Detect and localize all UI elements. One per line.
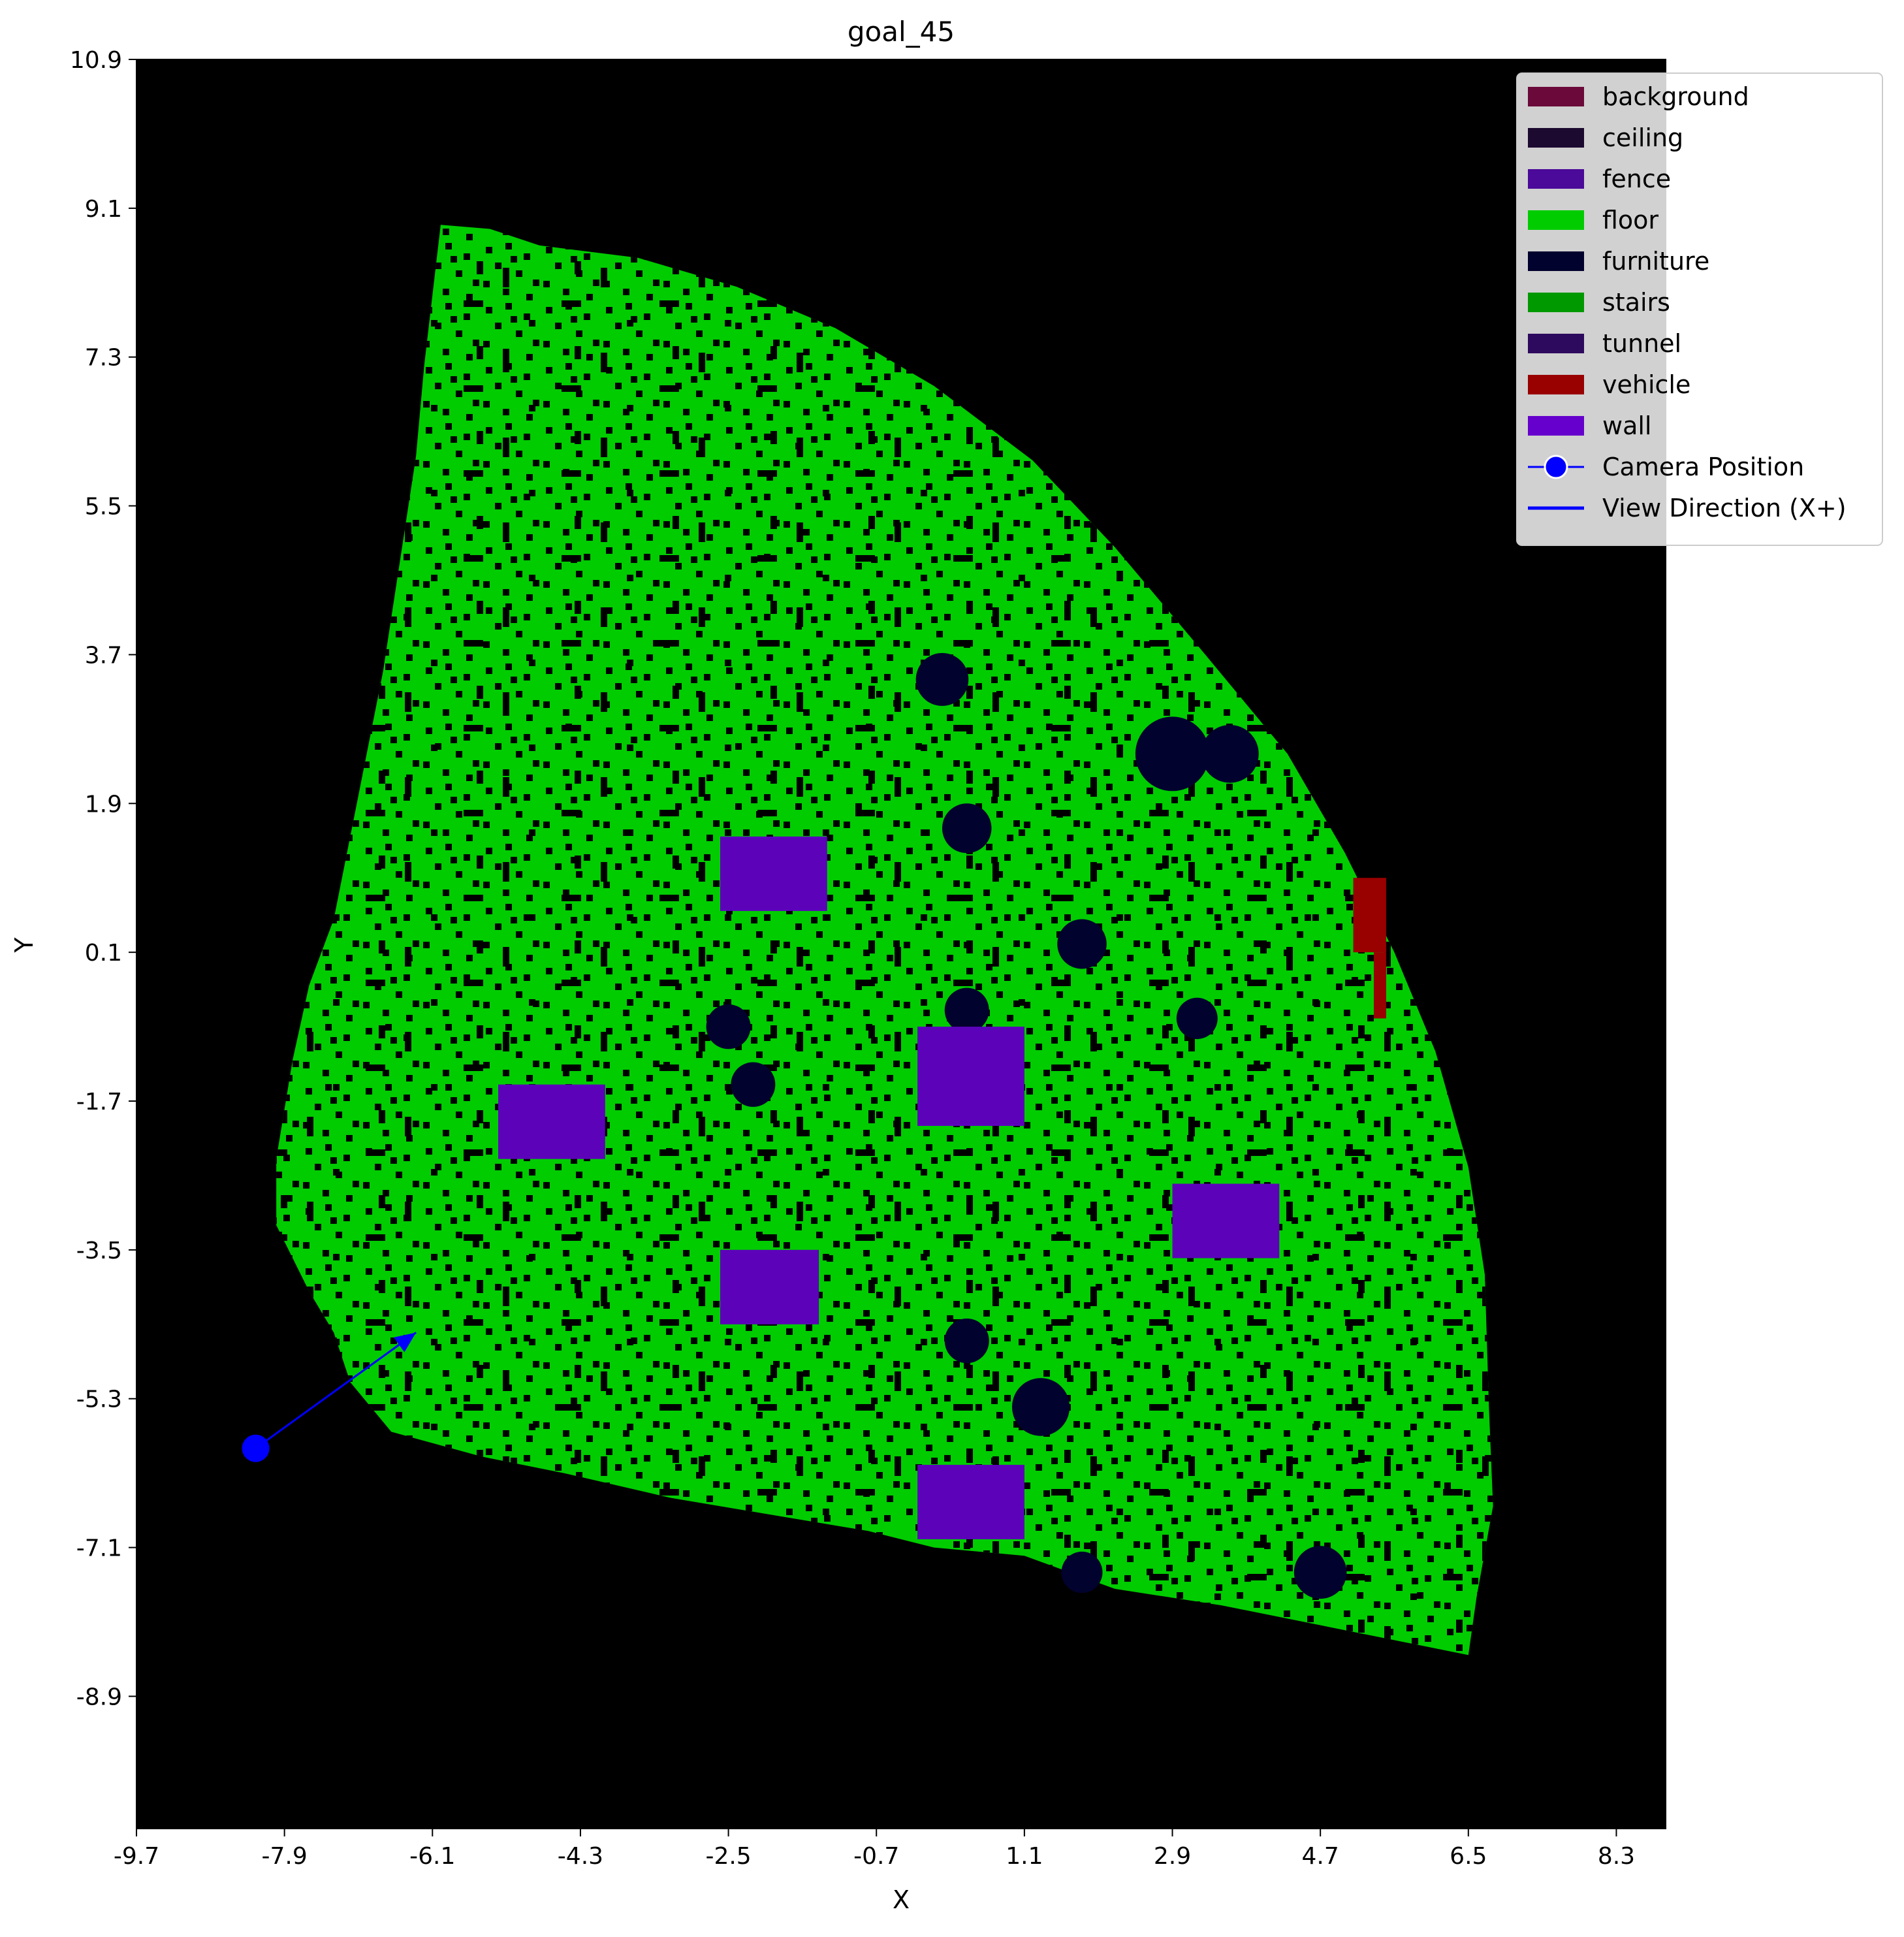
floor-noise-secondary — [276, 225, 1493, 1656]
wall-region — [917, 1027, 1024, 1126]
fence-region — [917, 1465, 1024, 1539]
y-tick-label: -7.1 — [76, 1535, 122, 1562]
legend-label: furniture — [1602, 247, 1709, 276]
y-tick-label: 5.5 — [85, 494, 122, 520]
furniture-region — [942, 803, 992, 854]
legend-label: stairs — [1602, 288, 1670, 317]
x-tick-label: 1.1 — [1006, 1843, 1043, 1870]
legend-camera-marker — [1544, 455, 1568, 479]
segmentation-map — [276, 225, 1493, 1656]
furniture-region — [944, 987, 989, 1033]
y-tick-label: -3.5 — [76, 1238, 122, 1264]
furniture-region — [1057, 919, 1107, 969]
fence-region — [1172, 1183, 1280, 1258]
x-tick-label: 6.5 — [1450, 1843, 1487, 1870]
furniture-region — [1293, 1546, 1347, 1599]
y-axis-label: Y — [10, 937, 39, 953]
x-tick-label: -2.5 — [705, 1843, 751, 1870]
legend-label: Camera Position — [1602, 453, 1804, 481]
x-tick-label: -9.7 — [114, 1843, 159, 1870]
camera-overlay — [242, 1332, 417, 1462]
legend-swatch — [1528, 251, 1584, 271]
legend-label: fence — [1602, 165, 1671, 193]
legend: background ceiling fence floor furniture stai… — [1516, 72, 1883, 546]
legend-label: vehicle — [1602, 370, 1690, 399]
legend-label: background — [1602, 82, 1749, 111]
legend-swatch — [1528, 293, 1584, 312]
wall-region — [498, 1084, 605, 1159]
y-tick-label: -8.9 — [76, 1684, 122, 1710]
view-direction-arrow — [255, 1332, 417, 1449]
x-tick-label: 4.7 — [1302, 1843, 1339, 1870]
wall-region — [720, 836, 827, 911]
furniture-region — [706, 1004, 751, 1049]
vehicle-region — [1374, 952, 1386, 1019]
y-tick-label: 1.9 — [85, 791, 122, 818]
y-tick-label: 0.1 — [85, 940, 122, 967]
furniture-region — [1176, 997, 1218, 1040]
furniture-region — [1011, 1378, 1070, 1436]
y-tick-label: 9.1 — [85, 196, 122, 223]
x-tick-label: 8.3 — [1598, 1843, 1635, 1870]
furniture-region — [915, 652, 969, 706]
fence-region — [720, 1249, 819, 1324]
plot-frame — [136, 59, 1666, 1829]
fence-region — [498, 1084, 605, 1159]
legend-label: View Direction (X+) — [1602, 494, 1847, 522]
furniture-region — [1201, 725, 1259, 783]
legend-box — [1516, 72, 1883, 546]
legend-swatch — [1528, 334, 1584, 353]
camera-position-marker — [242, 1434, 270, 1462]
y-tick-label: -5.3 — [76, 1386, 122, 1413]
legend-swatch — [1528, 169, 1584, 189]
x-tick-label: -7.9 — [262, 1843, 308, 1870]
furniture-region — [731, 1062, 776, 1107]
furniture-region — [944, 1318, 989, 1364]
legend-label: tunnel — [1602, 329, 1681, 358]
x-tick-label: -6.1 — [409, 1843, 455, 1870]
x-axis-label: X — [893, 1885, 910, 1914]
fence-region — [720, 836, 827, 911]
furniture-region — [1135, 716, 1210, 792]
legend-label: floor — [1602, 206, 1658, 234]
y-tick-label: -1.7 — [76, 1089, 122, 1115]
legend-swatch — [1528, 128, 1584, 148]
x-tick-label: 2.9 — [1154, 1843, 1191, 1870]
wall-region — [917, 1465, 1024, 1539]
fence-region — [917, 1027, 1024, 1126]
legend-swatch — [1528, 210, 1584, 230]
wall-region — [720, 1249, 819, 1324]
chart-title: goal_45 — [848, 16, 955, 48]
y-tick-label: 10.9 — [70, 47, 122, 74]
legend-label: ceiling — [1602, 123, 1683, 152]
furniture-region — [1061, 1551, 1103, 1593]
x-axis-ticks: -9.7 -7.9 -6.1 -4.3 -2.5 -0.7 1.1 2.9 4.7 6.5 8.3 — [114, 1829, 1635, 1870]
view-direction-arrowhead — [393, 1332, 417, 1353]
legend-label: wall — [1602, 411, 1651, 440]
y-tick-label: 7.3 — [85, 345, 122, 372]
vehicle-region — [1353, 878, 1386, 953]
x-tick-label: -4.3 — [558, 1843, 603, 1870]
legend-swatch — [1528, 87, 1584, 106]
y-tick-label: 3.7 — [85, 642, 122, 669]
legend-swatch — [1528, 375, 1584, 394]
y-axis-ticks: 10.9 9.1 7.3 5.5 3.7 1.9 0.1 -1.7 -3.5 -5.3 -7.1 -8… — [70, 47, 136, 1710]
x-tick-label: -0.7 — [853, 1843, 899, 1870]
wall-region — [1172, 1183, 1280, 1258]
legend-swatch — [1528, 416, 1584, 436]
